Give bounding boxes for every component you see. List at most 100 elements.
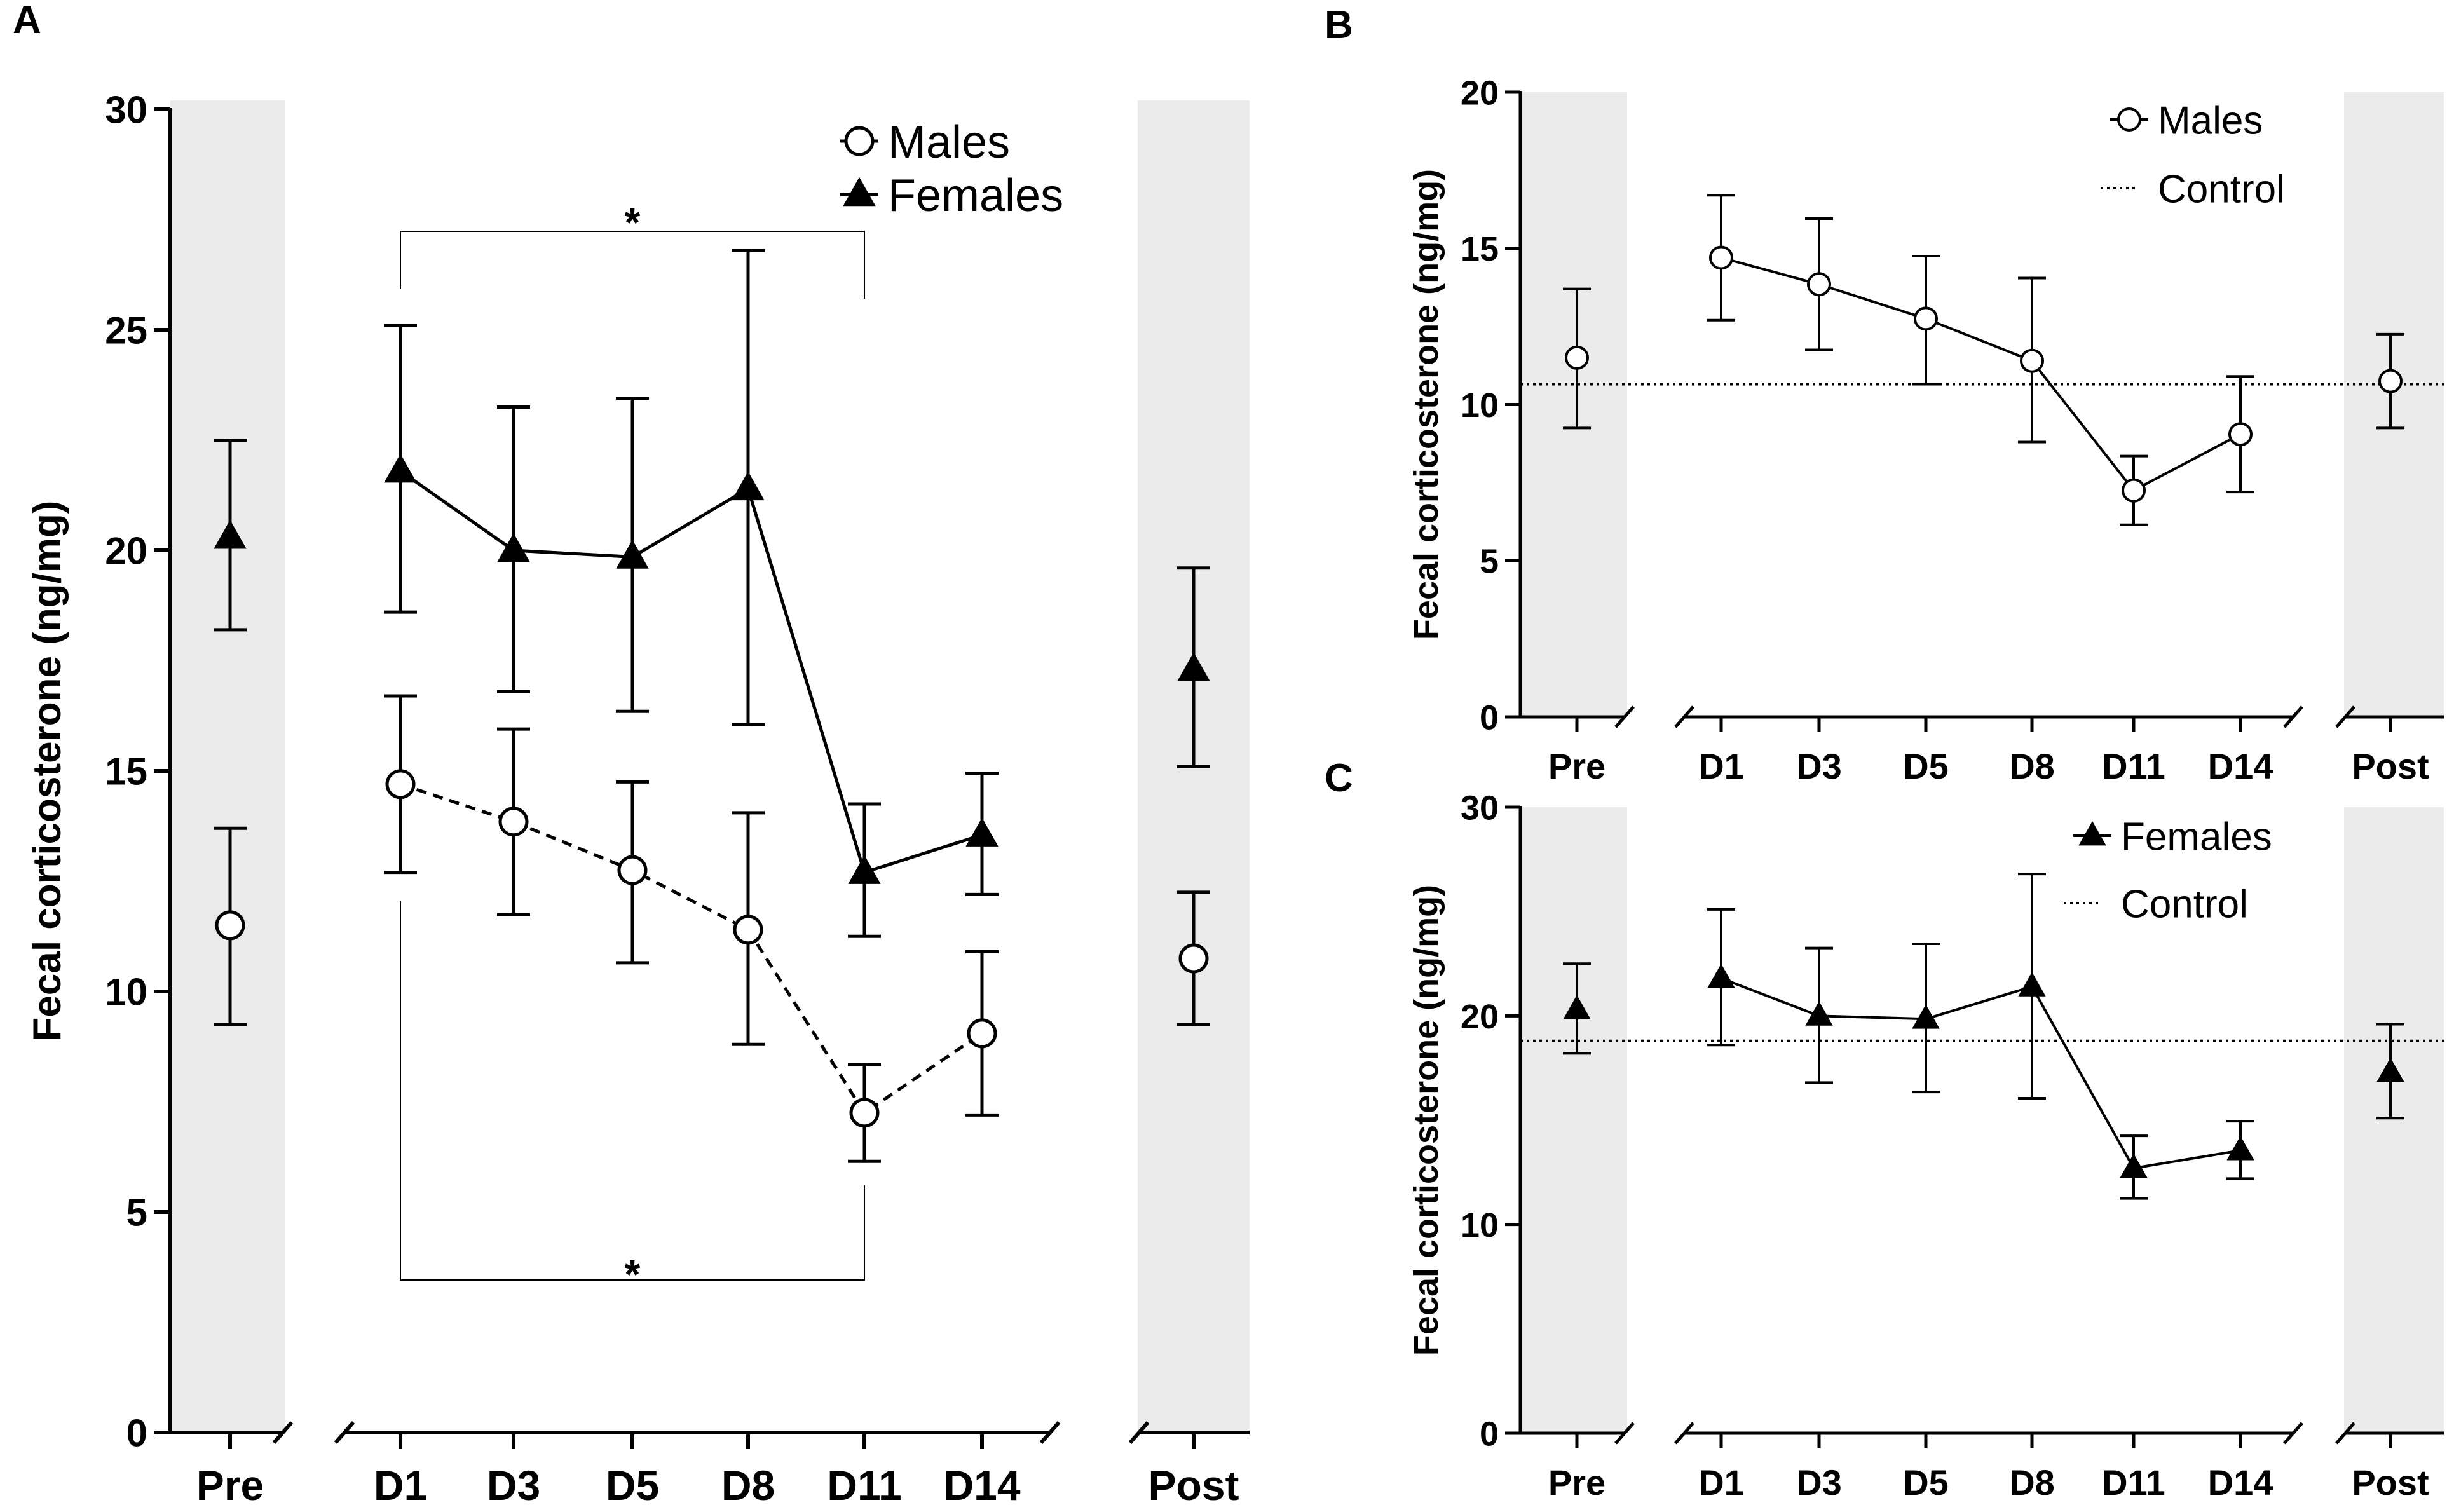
data-point [2226,1136,2254,1161]
shaded-region-pre [1520,92,1627,717]
axis-break-mark [2283,1422,2303,1445]
legend: Males Control [2101,99,2285,211]
panel-c: C 0 10 20 30 Fecal corticosterone (ng/mg) Pre D… [1325,756,2444,1502]
axis-break-mark [2335,705,2355,728]
x-tick-label: D11 [2102,1462,2165,1502]
y-tick-label: 15 [105,751,147,793]
axis-break-mark [2335,1422,2355,1445]
data-point [1914,306,1938,331]
data-point [214,519,247,549]
axis-break-mark [1614,1422,1635,1445]
data-point [1177,652,1210,681]
x-tick-label: D1 [1698,1462,1744,1502]
legend: Females Control [2064,815,2272,926]
axis-break-mark [1674,705,1694,728]
y-tick-label: 5 [126,1192,147,1234]
x-tick-label: D8 [2009,746,2055,786]
y-tick-label: 0 [1480,1415,1499,1453]
shaded-region-post [2344,807,2444,1433]
significance-bracket [400,231,865,299]
legend-marker [2117,107,2141,132]
x-tick-label: Post [1148,1462,1239,1509]
legend-label: Males [2158,99,2263,142]
x-tick-label: D5 [1903,1462,1949,1502]
y-tick-label: 30 [105,89,147,132]
data-point [848,855,881,884]
y-tick-label: 20 [105,530,147,573]
axis-break-mark [334,1421,355,1444]
x-tick-label: D5 [1903,746,1949,786]
axis-break-mark [2283,705,2303,728]
series-females [1563,873,2404,1200]
data-point [2122,478,2146,503]
legend-label: Males [888,117,1010,168]
data-point [1565,345,1589,370]
y-tick-label: 10 [105,971,147,1014]
series-males [1563,194,2404,526]
x-tick-label: D3 [487,1462,540,1509]
y-tick-label: 10 [1461,386,1499,425]
y-tick-label: 0 [1480,698,1499,737]
y-tick-label: 20 [1461,74,1499,112]
axis-break-mark [272,1421,294,1444]
data-point [1178,943,1209,974]
series-line [1721,977,2241,1170]
data-point [616,540,649,569]
series-females [214,249,1210,938]
x-tick-label: Pre [1548,1462,1605,1502]
series-males [214,694,1210,1163]
legend-marker [843,177,876,207]
data-point [384,453,417,483]
y-tick-label: 5 [1480,543,1499,581]
data-point [2120,1153,2148,1178]
series-line [400,782,983,1115]
data-point [2018,972,2046,997]
x-tick-label: Post [2352,1462,2429,1502]
panel-a: A 0 5 10 15 20 25 30 Fecal corticosterone (ng/mg… [13,0,1250,1509]
y-tick-label: 30 [1461,789,1499,827]
shaded-region-post [2344,92,2444,717]
x-tick-label: Post [2352,746,2429,786]
x-tick-label: D14 [2208,1462,2273,1502]
data-point [385,769,416,800]
series-line [1721,256,2241,493]
y-axis-label: Fecal corticosterone (ng/mg) [1407,169,1445,640]
x-tick-label: D8 [721,1462,775,1509]
legend-label: Females [888,170,1063,221]
legend-label: Females [2121,815,2272,859]
data-point [849,1098,880,1128]
data-point [2378,369,2403,393]
data-point [733,915,763,945]
x-tick-label: D14 [2208,746,2273,786]
legend-label: Control [2121,882,2248,926]
data-point [1707,964,1735,988]
axis-break-mark [1614,705,1635,728]
y-tick-label: 10 [1461,1206,1499,1244]
x-tick-label: D3 [1796,746,1842,786]
y-tick-label: 20 [1461,998,1499,1036]
data-point [732,471,765,501]
significance-star: * [625,200,641,245]
shaded-region-pre [1520,807,1627,1433]
axis-break-mark [1674,1422,1694,1445]
x-tick-label: D5 [606,1462,659,1509]
data-point [617,855,648,885]
legend-marker [844,126,875,156]
panel-b: B 0 5 10 15 20 Fecal corticosterone (ng/mg) Pre… [1325,3,2444,786]
data-point [2376,1057,2404,1082]
panel-letter: B [1325,3,1353,47]
x-tick-label: D14 [943,1462,1020,1509]
x-tick-label: D11 [2102,746,2165,786]
data-point [2020,348,2044,373]
panel-letter: A [13,0,41,42]
data-point [498,807,529,837]
data-point [1805,1001,1833,1026]
x-tick-label: D3 [1796,1462,1842,1502]
data-point [965,817,999,847]
legend-marker [2078,821,2106,846]
data-point [2228,422,2253,447]
data-point [1563,995,1591,1019]
y-tick-label: 15 [1461,230,1499,268]
